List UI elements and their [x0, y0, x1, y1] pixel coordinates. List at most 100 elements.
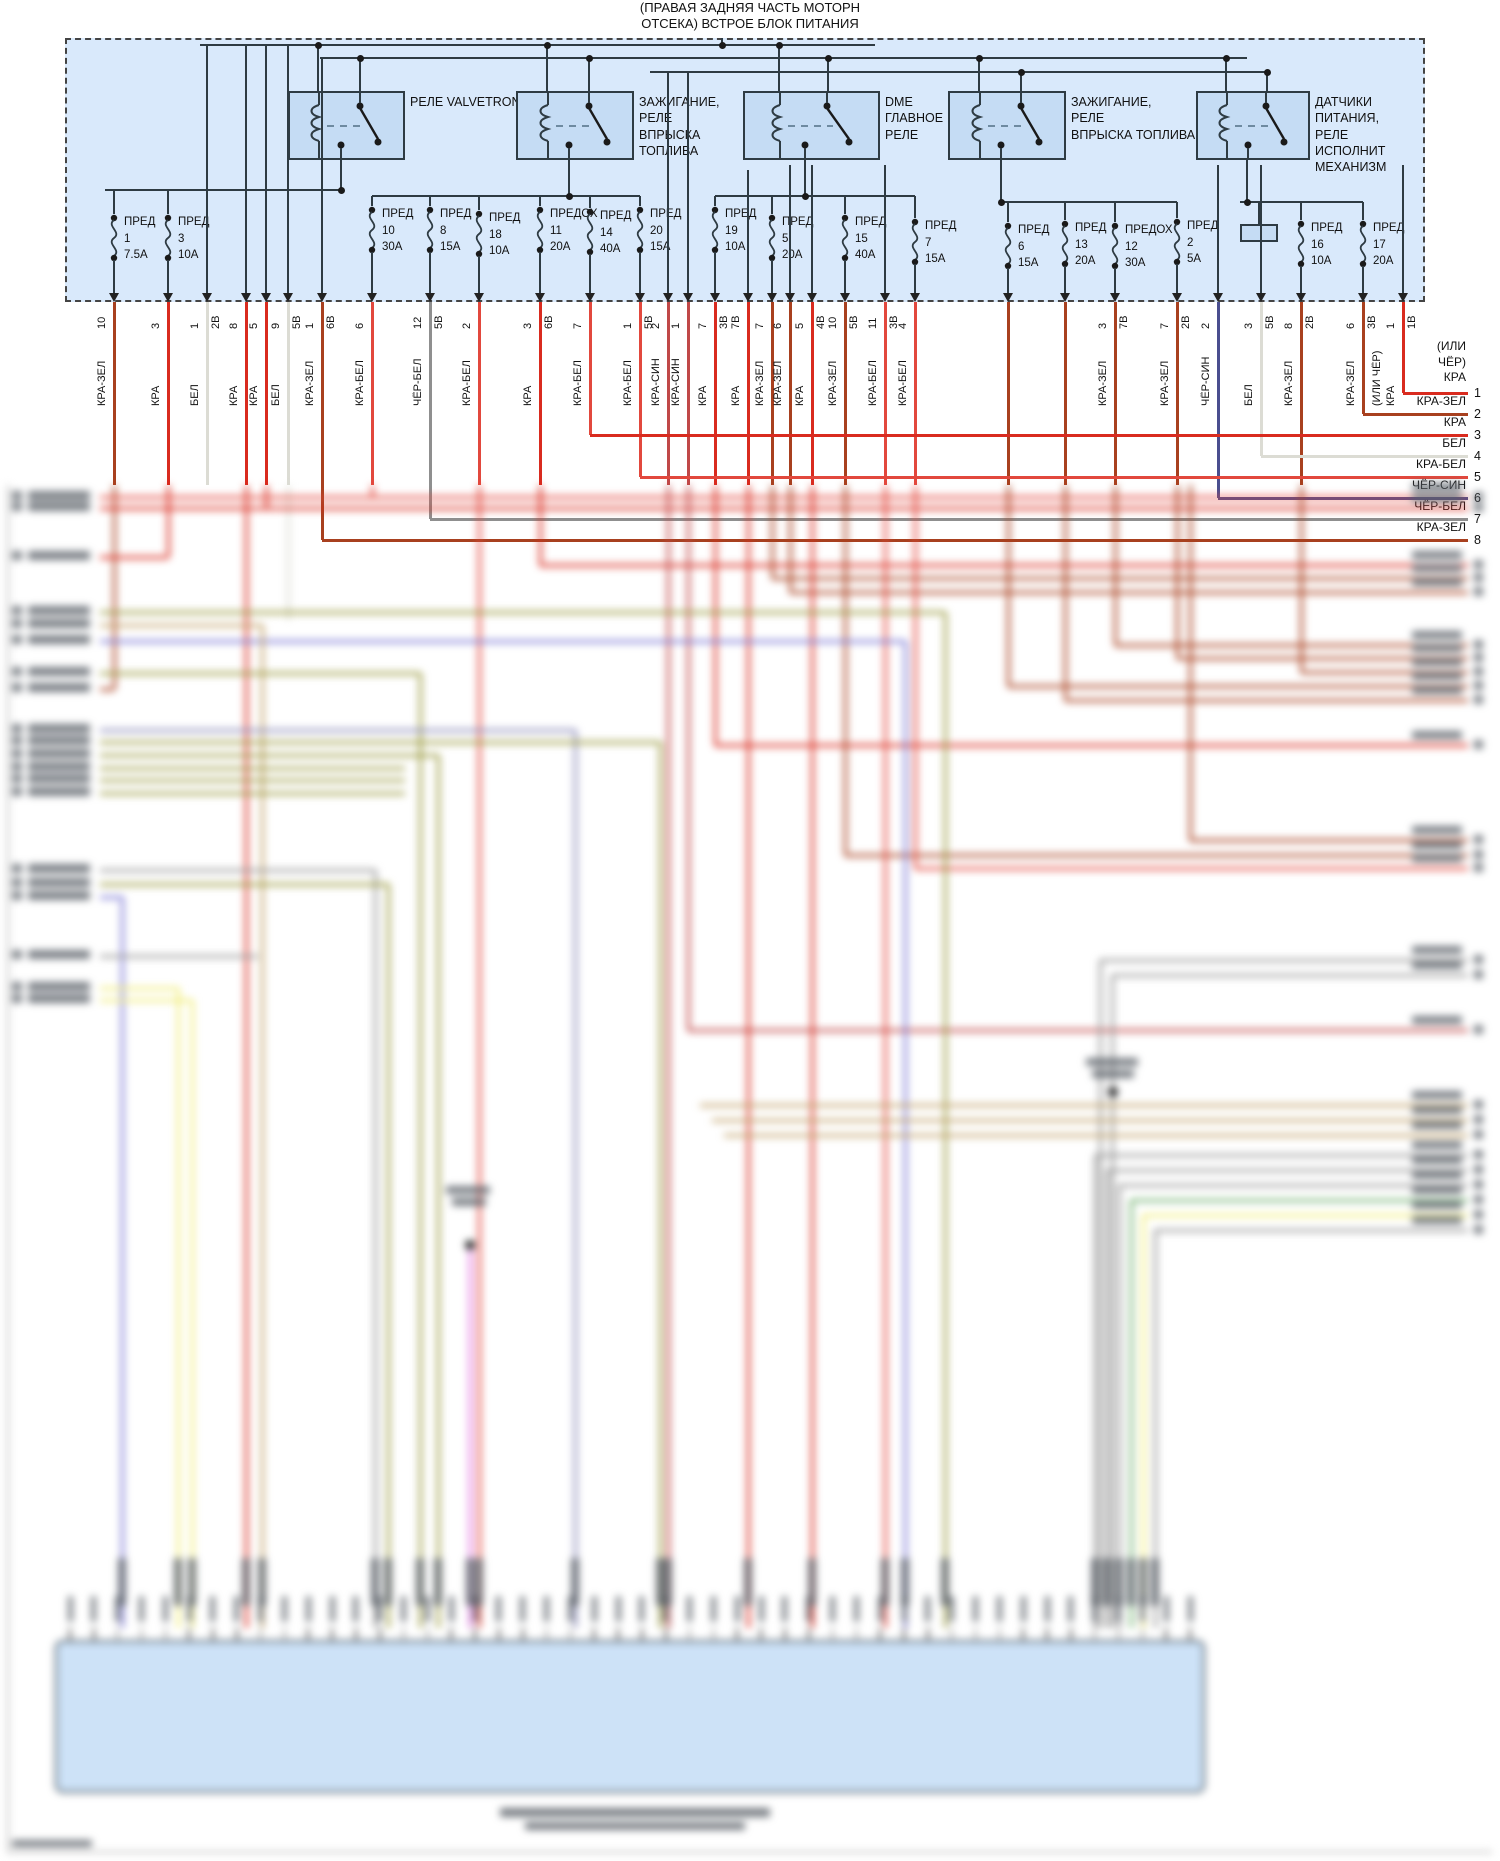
junction-dot [718, 41, 726, 49]
fuse-symbol-icon [711, 206, 719, 254]
connector-pin-tick [545, 1628, 548, 1640]
blurred-connector-pin-number [782, 1596, 788, 1622]
blurred-connector-pin-number [1139, 1596, 1145, 1622]
blurred-wire-label [1412, 946, 1462, 954]
blurred-callout-label [452, 1198, 486, 1206]
circuit-line [429, 196, 431, 206]
blurred-wire [913, 485, 917, 868]
blurred-wire-label [1412, 961, 1462, 969]
blurred-row-number [12, 878, 22, 887]
blurred-row-number [1474, 955, 1483, 964]
fuse-label: ПРЕД 10 30A [382, 208, 414, 254]
blurred-wire [658, 742, 662, 1628]
blurred-wire [1115, 643, 1468, 647]
blurred-connector-pin-number [877, 1596, 883, 1622]
junction-dot [1263, 68, 1271, 76]
circuit-line [1362, 202, 1364, 220]
blurred-wire-label [28, 667, 90, 676]
arrow-down-icon [585, 293, 595, 302]
blurred-wire [713, 485, 717, 745]
blurred-wire [1153, 1230, 1157, 1628]
relay-box [1196, 91, 1310, 160]
arrow-down-icon [317, 293, 327, 302]
blurred-connector-pin-number [424, 1596, 430, 1622]
circuit-line [1300, 202, 1302, 220]
blurred-pin-label [1103, 1558, 1111, 1606]
arrow-down-icon [683, 293, 693, 302]
connector-pin-tick [760, 1628, 762, 1640]
connector-pin-tick [950, 1628, 953, 1640]
blurred-callout-label [446, 1186, 490, 1194]
blurred-wire-label [28, 683, 90, 692]
circuit-line [715, 195, 915, 197]
blurred-row-number [1474, 1225, 1483, 1234]
pin-feed-line [1300, 266, 1302, 294]
blurred-wire-label [1412, 731, 1462, 739]
blurred-pin-label [434, 1558, 442, 1606]
connector-pin-tick [617, 1628, 619, 1640]
pin-wire [843, 302, 847, 485]
blurred-row-number [12, 502, 22, 511]
blurred-wire-label [28, 502, 90, 511]
blurred-wire [372, 495, 1468, 499]
blurred-wire-label [28, 878, 90, 887]
connector-pin-tick [474, 1628, 476, 1640]
fuse-label: ПРЕД 18 10A [489, 212, 521, 258]
blurred-row-number [1474, 1165, 1483, 1174]
junction-dot [997, 198, 1005, 206]
relay-label: РЕЛЕ VALVETRONIC [410, 95, 534, 109]
circuit-line [1258, 202, 1260, 224]
fuse-label: ПРЕД 6 15A [1018, 224, 1050, 270]
connector-pin-tick [807, 1628, 810, 1640]
arrow-down-icon [840, 293, 850, 302]
output-row-number: 3 [1474, 428, 1481, 442]
blurred-connector-pin-number [210, 1596, 216, 1622]
blurred-wire [100, 766, 405, 770]
blurred-row-number [1474, 681, 1483, 690]
blurred-connector-pin-number [186, 1596, 192, 1622]
blurred-wire [120, 897, 124, 1628]
fuse-symbol-icon [164, 214, 172, 262]
blurred-row-number [1474, 863, 1483, 872]
circuit-line [804, 160, 806, 196]
blurred-connector-pin-number [567, 1596, 573, 1622]
blurred-connector-pin-number [138, 1596, 144, 1622]
blurred-wire [100, 882, 388, 886]
blurred-pin-label [664, 1558, 672, 1606]
blurred-connector-pin-number [448, 1596, 454, 1622]
pin-feed-line [714, 252, 716, 294]
blurred-row-number [1474, 503, 1483, 512]
blurred-wire [176, 988, 180, 1628]
blurred-wire-label [1412, 631, 1462, 639]
pin-wire [1006, 302, 1010, 485]
pin-wire [264, 302, 268, 485]
arrow-down-icon [1296, 293, 1306, 302]
connector-pin-tick [307, 1628, 310, 1640]
bottom-connector-block [55, 1640, 1205, 1793]
fuse-label: ПРЕД 7 15A [925, 220, 957, 266]
blurred-wire [1008, 684, 1468, 688]
blurred-pin-label [416, 1558, 424, 1606]
arrow-down-icon [1172, 293, 1182, 302]
blurred-wire [418, 673, 422, 1628]
blurred-row-number [1474, 1210, 1483, 1219]
fuse-label: ПРЕДОХ 12 30A [1125, 224, 1173, 270]
blurred-wire [1117, 1185, 1121, 1628]
blurred-wire [845, 853, 1468, 857]
output-row-wire [640, 475, 1468, 479]
blurred-wire-label [28, 606, 90, 615]
connector-pin-tick [1070, 1628, 1072, 1640]
circuit-line [1064, 202, 1066, 220]
blurred-connector-pin-number [377, 1596, 383, 1622]
circuit-line [1266, 72, 1268, 91]
arrow-down-icon [767, 293, 777, 302]
circuit-line [1225, 58, 1227, 91]
blurred-wire-label [1412, 1186, 1462, 1194]
blurred-connector-pin-number [734, 1596, 740, 1622]
arrow-down-icon [1213, 293, 1223, 302]
blurred-pin-label [242, 1558, 250, 1606]
pin-feed-line [687, 72, 689, 294]
pin-feed-line [1114, 268, 1116, 294]
blurred-connector-pin-number [591, 1596, 597, 1622]
blurred-row-number [12, 774, 22, 783]
